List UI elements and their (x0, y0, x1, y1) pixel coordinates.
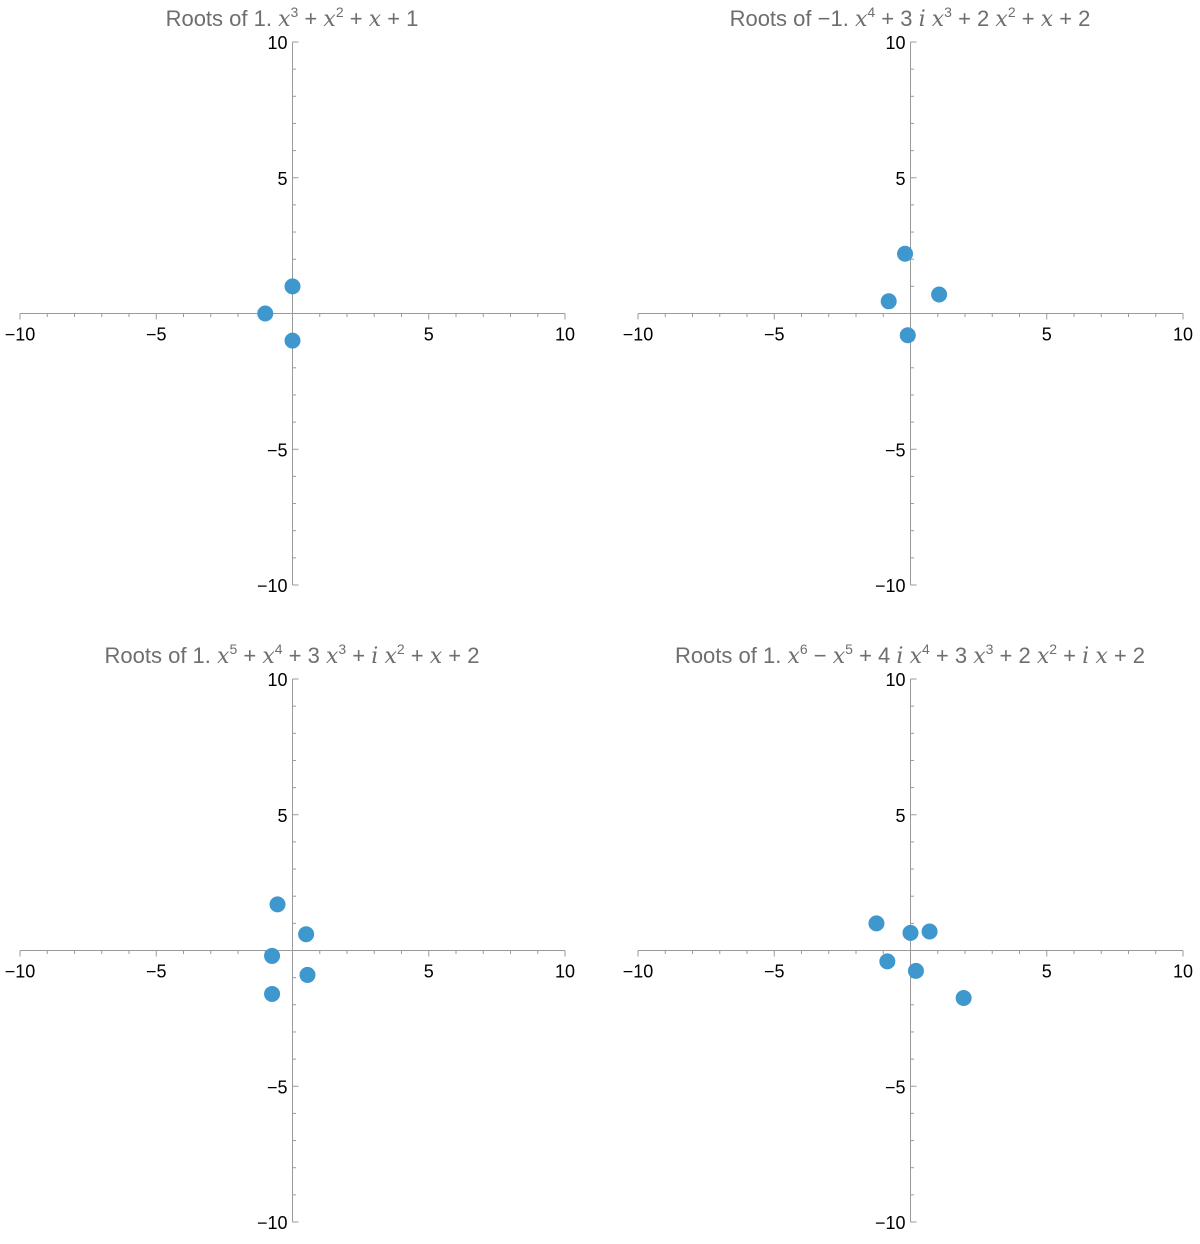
y-tick-label: 5 (895, 806, 905, 826)
x-tick-label: 10 (555, 962, 575, 982)
x-tick-label: 5 (424, 962, 434, 982)
x-tick-label: −10 (5, 962, 36, 982)
x-tick-label: −5 (764, 962, 785, 982)
y-tick-label: 10 (885, 670, 905, 690)
chart-title: Roots of 1. x5​ + x4​ + 3 x3​ + i x2​ + … (105, 641, 480, 669)
x-tick-label: 10 (1173, 325, 1193, 345)
root-point (264, 947, 281, 964)
chart-title: Roots of −1. x4​ + 3 i x3​ + 2 x2​ + x +… (730, 4, 1091, 32)
y-tick-label: −5 (885, 1077, 906, 1097)
y-tick-label: −10 (875, 1213, 906, 1233)
x-tick-label: 5 (1042, 325, 1052, 345)
root-point (264, 985, 281, 1002)
x-tick-label: −10 (623, 962, 654, 982)
y-tick-label: 5 (277, 169, 287, 189)
x-tick-label: −10 (623, 325, 654, 345)
root-point (880, 293, 897, 310)
y-tick-label: −5 (267, 1077, 288, 1097)
root-point (955, 990, 972, 1007)
x-tick-label: 5 (1042, 962, 1052, 982)
y-tick-label: −10 (257, 1213, 288, 1233)
root-point (284, 332, 301, 349)
y-tick-label: 5 (895, 169, 905, 189)
root-point (899, 327, 916, 344)
y-tick-label: −5 (885, 440, 906, 460)
root-point (931, 286, 948, 303)
root-point (902, 924, 919, 941)
chart-title: Roots of 1. x3​ + x2​ + x + 1 (166, 4, 419, 32)
y-tick-label: −5 (267, 440, 288, 460)
root-point (921, 923, 938, 940)
y-tick-label: −10 (257, 576, 288, 596)
chart-panel-1: Roots of 1. x3​ + x2​ + x + 1 −10 −5 5 10 −10… (5, 4, 575, 596)
x-tick-label: −5 (146, 325, 167, 345)
chart-panel-2: Roots of −1. x4​ + 3 i x3​ + 2 x2​ + x +… (623, 4, 1193, 596)
y-tick-label: 10 (885, 33, 905, 53)
root-point (269, 896, 286, 913)
chart-panel-3: Roots of 1. x5​ + x4​ + 3 x3​ + i x2​ + … (5, 641, 575, 1233)
y-tick-label: 10 (267, 33, 287, 53)
x-tick-label: −5 (146, 962, 167, 982)
root-point (257, 305, 274, 322)
chart-panel-4: Roots of 1. x6​ − x5​ + 4 i x4​ + 3 x3​ … (623, 641, 1193, 1233)
x-tick-label: 10 (555, 325, 575, 345)
chart-title: Roots of 1. x6​ − x5​ + 4 i x4​ + 3 x3​ … (675, 641, 1145, 669)
root-point (298, 926, 315, 943)
x-tick-label: −10 (5, 325, 36, 345)
root-point (879, 953, 896, 970)
x-tick-label: 5 (424, 325, 434, 345)
y-tick-label: −10 (875, 576, 906, 596)
root-point (284, 278, 301, 295)
root-point (299, 966, 316, 983)
x-tick-label: −5 (764, 325, 785, 345)
root-point (907, 962, 924, 979)
y-tick-label: 10 (267, 670, 287, 690)
x-tick-label: 10 (1173, 962, 1193, 982)
y-tick-label: 5 (277, 806, 287, 826)
root-point (868, 915, 885, 932)
root-point (897, 245, 914, 262)
